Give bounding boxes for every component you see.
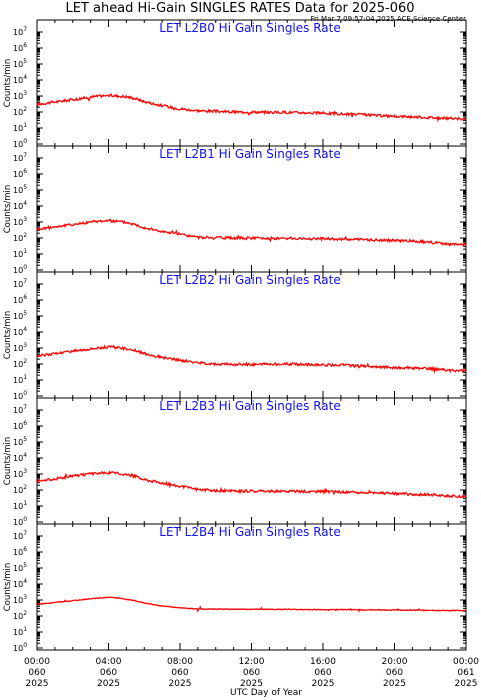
x-tick-label: 00:00: [24, 657, 50, 667]
y-tick-label: 101: [13, 374, 27, 385]
y-tick-label: 100: [13, 642, 27, 653]
y-tick-label: 103: [13, 468, 27, 479]
y-tick-label: 104: [13, 200, 27, 211]
y-tick-label: 105: [13, 184, 27, 195]
x-tick-label: 2025: [383, 679, 406, 689]
y-axis-label: Counts/min: [3, 311, 13, 360]
panel-frame: [36, 145, 467, 273]
y-axis-label: Counts/min: [3, 437, 13, 486]
x-tick-label: 061: [457, 668, 474, 678]
x-tick-label: 00:00: [453, 657, 479, 667]
x-tick-label: 060: [28, 668, 45, 678]
y-tick-label: 104: [13, 326, 27, 337]
y-tick-label: 102: [13, 232, 27, 243]
y-tick-label: 107: [13, 530, 27, 541]
y-tick-label: 100: [13, 138, 27, 149]
panel-title: LET L2B2 Hi Gain Singles Rate: [159, 273, 340, 287]
y-tick-label: 105: [13, 310, 27, 321]
y-tick-label: 103: [13, 90, 27, 101]
panel-title: LET L2B4 Hi Gain Singles Rate: [159, 525, 340, 539]
x-axis: 00:00060202504:00060202508:00060202512:0…: [24, 657, 479, 689]
y-axis-label: Counts/min: [3, 563, 13, 612]
y-tick-label: 103: [13, 342, 27, 353]
x-tick-label: 2025: [455, 679, 478, 689]
x-tick-label: 060: [386, 668, 403, 678]
y-tick-label: 103: [13, 216, 27, 227]
y-tick-label: 106: [13, 42, 27, 53]
generation-timestamp: Fri Mar 7 09:57:04 2025 ACE Science Cent…: [310, 15, 466, 23]
x-tick-label: 20:00: [382, 657, 408, 667]
panel-frame: [36, 19, 467, 147]
x-axis-label: UTC Day of Year: [230, 688, 302, 698]
x-tick-label: 04:00: [96, 657, 122, 667]
y-axis-label: Counts/min: [3, 185, 13, 234]
y-tick-label: 102: [13, 106, 27, 117]
chart-panel-4: 100 101 102 103 104 105 106 107 Counts/min LET L2…: [3, 523, 467, 653]
y-tick-label: 100: [13, 390, 27, 401]
series-line: [36, 93, 467, 123]
y-tick-label: 107: [13, 278, 27, 289]
series-line: [36, 344, 467, 374]
x-tick-label: 060: [314, 668, 331, 678]
x-tick-label: 2025: [97, 679, 120, 689]
chart-panel-2: 100 101 102 103 104 105 106 107 Counts/min LET L2…: [3, 271, 467, 401]
x-tick-label: 08:00: [167, 657, 193, 667]
y-tick-label: 106: [13, 294, 27, 305]
y-tick-label: 102: [13, 358, 27, 369]
y-tick-label: 105: [13, 436, 27, 447]
y-tick-label: 106: [13, 546, 27, 557]
y-tick-label: 101: [13, 248, 27, 259]
chart-panel-1: 100 101 102 103 104 105 106 107 Counts/min LET L2…: [3, 145, 467, 275]
y-tick-label: 104: [13, 74, 27, 85]
y-tick-label: 105: [13, 58, 27, 69]
panel-frame: [36, 397, 467, 525]
panel-frame: [36, 523, 467, 651]
y-tick-label: 104: [13, 452, 27, 463]
y-tick-label: 102: [13, 610, 27, 621]
x-tick-label: 060: [243, 668, 260, 678]
y-tick-label: 107: [13, 404, 27, 415]
y-tick-label: 101: [13, 626, 27, 637]
x-tick-label: 2025: [26, 679, 49, 689]
panel-frame: [36, 271, 467, 399]
y-tick-label: 107: [13, 152, 27, 163]
y-tick-label: 106: [13, 420, 27, 431]
y-tick-label: 100: [13, 516, 27, 527]
y-tick-label: 100: [13, 264, 27, 275]
panel-title: LET L2B0 Hi Gain Singles Rate: [159, 21, 340, 35]
y-axis-label: Counts/min: [3, 59, 13, 108]
panels-group: 100 101 102 103 104 105 106 107 Counts/min LET L2…: [3, 19, 467, 653]
x-tick-label: 2025: [169, 679, 192, 689]
series-line: [36, 470, 467, 499]
series-line: [36, 218, 467, 247]
x-tick-label: 2025: [312, 679, 335, 689]
x-tick-label: 2025: [240, 679, 263, 689]
y-tick-label: 106: [13, 168, 27, 179]
chart-panel-3: 100 101 102 103 104 105 106 107 Counts/min LET L2…: [3, 397, 467, 527]
y-tick-label: 101: [13, 500, 27, 511]
x-tick-label: 12:00: [239, 657, 265, 667]
chart-panel-0: 100 101 102 103 104 105 106 107 Counts/min LET L2…: [3, 19, 467, 149]
panel-title: LET L2B1 Hi Gain Singles Rate: [159, 147, 340, 161]
x-tick-label: 16:00: [310, 657, 336, 667]
x-tick-label: 060: [171, 668, 188, 678]
y-tick-label: 103: [13, 594, 27, 605]
y-tick-label: 107: [13, 26, 27, 37]
y-tick-label: 101: [13, 122, 27, 133]
y-tick-label: 102: [13, 484, 27, 495]
panel-title: LET L2B3 Hi Gain Singles Rate: [159, 399, 340, 413]
y-tick-label: 105: [13, 562, 27, 573]
series-line: [37, 596, 466, 613]
x-tick-label: 060: [100, 668, 117, 678]
figure-title: LET ahead Hi-Gain SINGLES RATES Data for…: [65, 1, 414, 16]
y-tick-label: 104: [13, 578, 27, 589]
